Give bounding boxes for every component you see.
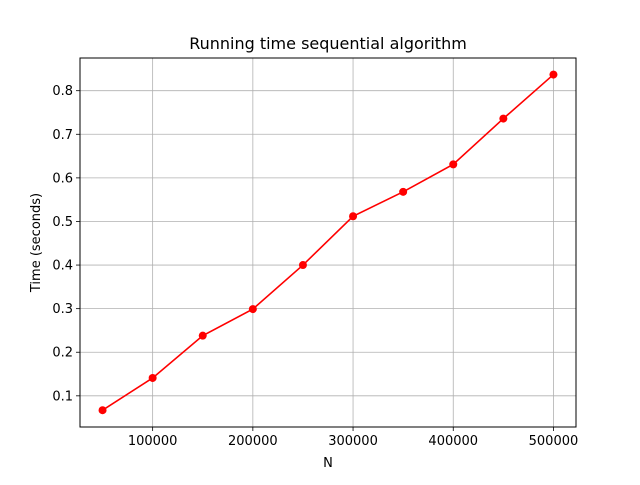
data-point — [399, 187, 408, 196]
data-point — [248, 305, 257, 314]
y-tick-label: 0.1 — [52, 389, 73, 404]
x-axis-label: N — [323, 456, 333, 471]
x-tick-label: 500000 — [529, 434, 579, 449]
data-point — [449, 160, 458, 169]
data-point — [499, 114, 508, 123]
y-tick-label: 0.3 — [52, 302, 73, 317]
data-point — [198, 331, 207, 340]
data-point — [298, 261, 307, 270]
x-tick-label: 200000 — [228, 434, 278, 449]
y-tick-label: 0.5 — [52, 215, 73, 230]
y-axis-ticks: 0.1 0.2 0.3 0.4 0.5 0.6 0.7 0.8 — [52, 84, 80, 404]
y-tick-label: 0.8 — [52, 84, 73, 99]
x-tick-label: 400000 — [428, 434, 478, 449]
x-axis-ticks: 100000 200000 300000 400000 500000 — [128, 427, 578, 449]
series-line — [102, 73, 554, 411]
x-tick-label: 100000 — [128, 434, 178, 449]
chart-title: Running time sequential algorithm — [189, 34, 467, 53]
data-point — [148, 373, 157, 382]
y-tick-label: 0.7 — [52, 128, 73, 143]
data-point — [98, 406, 107, 415]
y-tick-label: 0.2 — [52, 346, 73, 361]
data-point — [549, 70, 558, 79]
y-axis-label: Time (seconds) — [29, 193, 44, 293]
data-point — [349, 212, 358, 221]
x-tick-label: 300000 — [328, 434, 378, 449]
y-tick-label: 0.4 — [52, 259, 73, 274]
y-tick-label: 0.6 — [52, 171, 73, 186]
plot-frame — [79, 57, 577, 428]
data-series — [98, 70, 558, 415]
grid-lines — [80, 58, 576, 427]
